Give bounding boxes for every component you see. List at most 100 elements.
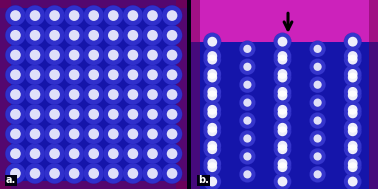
Bar [0, 0, 11, 189]
Circle shape [243, 170, 251, 178]
Circle shape [310, 41, 326, 57]
Circle shape [84, 143, 104, 164]
Circle shape [167, 129, 177, 139]
Circle shape [123, 124, 143, 144]
Circle shape [69, 148, 79, 159]
Circle shape [64, 143, 84, 164]
Circle shape [208, 177, 217, 187]
Circle shape [167, 148, 177, 159]
Circle shape [167, 50, 177, 60]
Circle shape [108, 30, 119, 41]
Circle shape [142, 5, 163, 26]
Circle shape [274, 33, 291, 51]
Circle shape [344, 51, 362, 69]
Circle shape [208, 141, 217, 151]
Bar [0, 181, 187, 189]
Circle shape [277, 69, 287, 79]
Circle shape [30, 129, 40, 139]
Circle shape [88, 148, 99, 159]
Circle shape [49, 89, 60, 100]
Circle shape [84, 84, 104, 105]
Circle shape [30, 50, 40, 60]
Circle shape [147, 10, 158, 21]
Circle shape [25, 143, 45, 164]
Circle shape [108, 148, 119, 159]
Circle shape [274, 51, 291, 69]
Circle shape [147, 89, 158, 100]
Circle shape [147, 129, 158, 139]
Circle shape [88, 168, 99, 179]
Circle shape [142, 163, 163, 184]
Circle shape [123, 84, 143, 105]
Circle shape [208, 51, 217, 61]
Circle shape [243, 134, 251, 143]
Circle shape [64, 25, 84, 46]
Circle shape [49, 10, 60, 21]
Circle shape [88, 30, 99, 41]
Circle shape [348, 141, 358, 151]
Circle shape [208, 123, 217, 133]
Circle shape [5, 124, 26, 144]
Circle shape [142, 45, 163, 65]
Circle shape [147, 50, 158, 60]
Circle shape [128, 148, 138, 159]
Circle shape [208, 37, 217, 47]
Circle shape [69, 168, 79, 179]
Circle shape [203, 137, 221, 155]
Circle shape [208, 55, 217, 64]
Circle shape [208, 159, 217, 169]
Circle shape [344, 105, 362, 122]
Circle shape [313, 170, 322, 178]
Circle shape [208, 91, 217, 100]
Circle shape [69, 129, 79, 139]
Circle shape [277, 87, 287, 97]
Circle shape [25, 163, 45, 184]
Circle shape [103, 45, 124, 65]
Circle shape [243, 116, 251, 125]
Circle shape [108, 129, 119, 139]
Circle shape [69, 30, 79, 41]
Circle shape [30, 89, 40, 100]
Circle shape [10, 148, 21, 159]
Circle shape [25, 25, 45, 46]
Circle shape [108, 69, 119, 80]
Circle shape [69, 69, 79, 80]
Circle shape [44, 25, 65, 46]
Circle shape [5, 84, 26, 105]
Circle shape [147, 109, 158, 120]
Circle shape [44, 124, 65, 144]
Circle shape [344, 33, 362, 51]
Circle shape [348, 51, 358, 61]
Circle shape [274, 140, 291, 158]
Circle shape [147, 69, 158, 80]
Circle shape [49, 89, 60, 100]
Circle shape [10, 10, 21, 21]
Circle shape [84, 163, 104, 184]
Circle shape [208, 144, 217, 154]
Circle shape [348, 73, 358, 82]
Circle shape [88, 69, 99, 80]
Circle shape [84, 64, 104, 85]
Circle shape [348, 108, 358, 118]
Circle shape [5, 25, 26, 46]
Circle shape [274, 158, 291, 176]
Circle shape [5, 64, 26, 85]
Circle shape [277, 159, 287, 169]
Circle shape [274, 65, 291, 83]
Circle shape [10, 10, 21, 21]
Circle shape [88, 109, 99, 120]
Circle shape [208, 108, 217, 118]
Circle shape [277, 141, 287, 151]
Circle shape [162, 45, 182, 65]
Circle shape [162, 124, 182, 144]
Circle shape [277, 144, 287, 154]
Circle shape [128, 89, 138, 100]
Circle shape [277, 123, 287, 133]
Circle shape [277, 73, 287, 82]
Circle shape [88, 50, 99, 60]
Circle shape [128, 109, 138, 120]
Circle shape [310, 59, 326, 75]
Circle shape [69, 30, 79, 41]
Circle shape [69, 10, 79, 21]
Circle shape [44, 64, 65, 85]
